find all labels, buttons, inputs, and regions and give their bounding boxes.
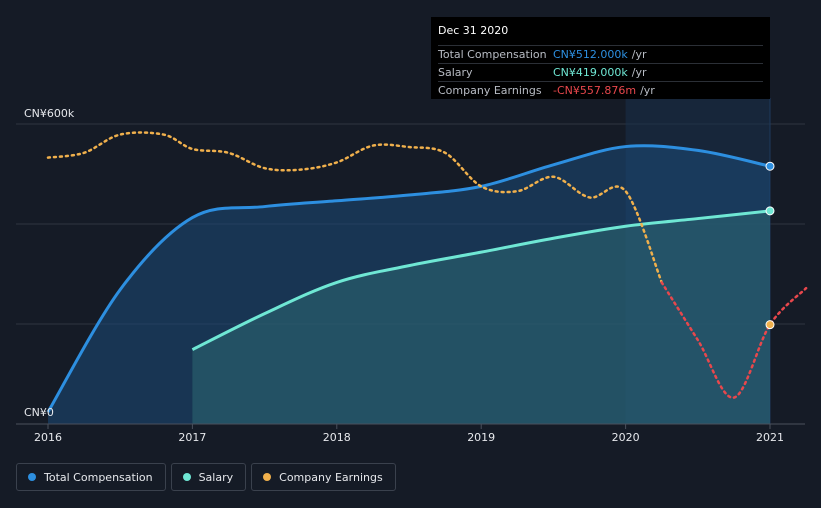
salary-line bbox=[191, 209, 771, 351]
total-compensation-marker bbox=[765, 161, 775, 171]
compensation-chart: 2016 2017 2018 2019 2020 2021 CN¥0 CN¥600k bbox=[16, 98, 808, 444]
tooltip-unit: /yr bbox=[631, 48, 647, 61]
tooltip-unit: /yr bbox=[640, 84, 655, 97]
x-axis: 2016 2017 2018 2019 2020 2021 bbox=[16, 423, 805, 444]
series-markers bbox=[765, 161, 775, 330]
x-tick-label: 2016 bbox=[34, 431, 62, 444]
x-tick-label: 2021 bbox=[756, 431, 784, 444]
tooltip-value: CN¥419.000k bbox=[553, 66, 628, 79]
legend-dot-icon bbox=[182, 473, 191, 481]
tooltip-value: CN¥512.000k bbox=[553, 48, 628, 61]
legend-company-earnings[interactable]: Company Earnings bbox=[251, 463, 396, 491]
legend-salary[interactable]: Salary bbox=[170, 463, 247, 491]
x-tick-label: 2018 bbox=[323, 431, 351, 444]
company-earnings-negative-line bbox=[660, 281, 808, 399]
y-axis: CN¥0 CN¥600k bbox=[24, 107, 75, 419]
total-compensation-line bbox=[46, 144, 771, 413]
legend-label: Salary bbox=[198, 470, 234, 484]
tooltip-unit: /yr bbox=[631, 66, 647, 79]
tooltip-label: Company Earnings bbox=[438, 84, 542, 97]
legend-label: Total Compensation bbox=[44, 470, 153, 484]
legend-label: Company Earnings bbox=[279, 470, 383, 484]
series-lines bbox=[46, 131, 808, 413]
tooltip-value: -CN¥557.876m bbox=[553, 84, 637, 97]
tooltip-date: Dec 31 2020 bbox=[438, 24, 509, 37]
y-tick-label: CN¥0 bbox=[24, 406, 54, 419]
legend-dot-icon bbox=[28, 473, 36, 481]
salary-marker bbox=[765, 206, 775, 216]
x-tick-label: 2019 bbox=[467, 431, 495, 444]
legend-dot-icon bbox=[263, 473, 272, 481]
tooltip-label: Salary bbox=[438, 66, 473, 79]
company-earnings-marker bbox=[765, 320, 775, 330]
tooltip-row-salary: Salary CN¥419.000k /yr bbox=[438, 63, 763, 81]
x-tick-label: 2017 bbox=[178, 431, 206, 444]
tooltip-row-total: Total Compensation CN¥512.000k /yr bbox=[438, 45, 763, 63]
x-tick-label: 2020 bbox=[612, 431, 640, 444]
tooltip: Dec 31 2020 Total Compensation CN¥512.00… bbox=[431, 17, 770, 99]
salary-area bbox=[192, 210, 770, 424]
tooltip-row-earnings: Company Earnings -CN¥557.876m /yr bbox=[438, 81, 763, 99]
series-areas bbox=[48, 145, 770, 424]
legend-total-compensation[interactable]: Total Compensation bbox=[16, 463, 166, 491]
company-earnings-line bbox=[46, 131, 663, 284]
legend: Total Compensation Salary Company Earnin… bbox=[16, 463, 396, 491]
y-tick-label: CN¥600k bbox=[24, 107, 75, 120]
tooltip-label: Total Compensation bbox=[438, 48, 547, 61]
